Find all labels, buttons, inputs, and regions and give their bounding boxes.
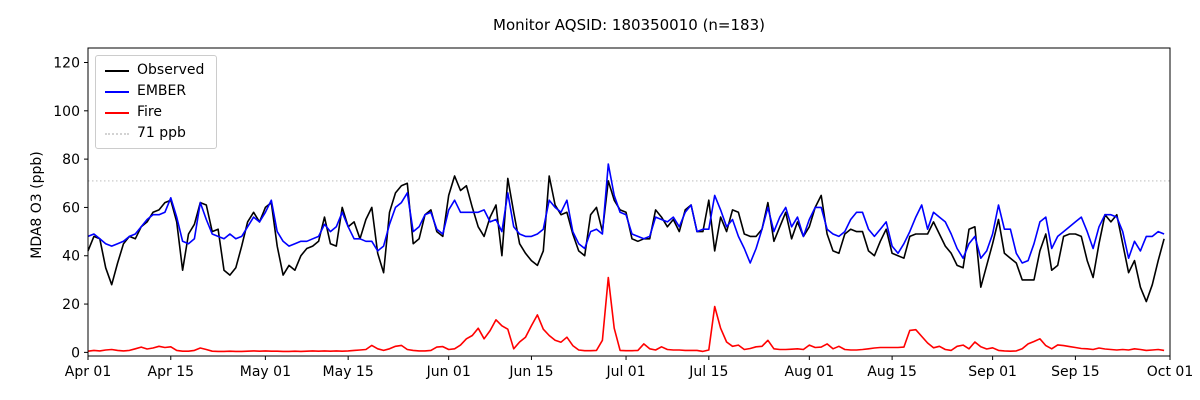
series-line-ember	[87, 163, 1165, 264]
x-tick-label: Apr 01	[65, 364, 111, 380]
y-tick-label: 100	[53, 104, 80, 120]
legend-line-fire-icon	[105, 111, 129, 114]
x-tick-label: May 01	[240, 364, 291, 380]
x-tick-label: Jun 15	[508, 364, 553, 380]
axes-box	[87, 47, 1171, 357]
series-line-fire	[87, 276, 1165, 353]
x-tick-label: Apr 15	[148, 364, 194, 380]
legend-line-ember-icon	[105, 90, 129, 93]
legend-line-observed-icon	[105, 69, 129, 72]
y-tick-label: 0	[71, 345, 80, 361]
y-tick-label: 60	[62, 200, 80, 216]
legend-label-fire: Fire	[137, 104, 162, 120]
legend-item-threshold: 71 ppb	[105, 126, 204, 141]
y-tick-label: 120	[53, 55, 80, 71]
legend: Observed EMBER Fire 71 ppb	[95, 55, 218, 149]
x-tick-label: May 15	[323, 364, 374, 380]
x-tick-label: Aug 15	[867, 364, 917, 380]
x-tick-label: Sep 01	[968, 364, 1017, 380]
x-tick-label: Jul 15	[688, 364, 728, 380]
y-tick-label: 80	[62, 152, 80, 168]
chart-title: Monitor AQSID: 180350010 (n=183)	[493, 16, 765, 34]
legend-item-observed: Observed	[105, 63, 204, 78]
x-tick-label: Jul 01	[605, 364, 645, 380]
legend-line-threshold-icon	[105, 132, 129, 135]
x-tick-label: Sep 15	[1051, 364, 1100, 380]
series-line-observed	[87, 175, 1165, 303]
x-tick-label: Jun 01	[426, 364, 471, 380]
legend-label-ember: EMBER	[137, 83, 187, 99]
legend-label-observed: Observed	[137, 62, 205, 78]
x-tick-label: Aug 01	[785, 364, 835, 380]
legend-label-threshold: 71 ppb	[137, 125, 186, 141]
legend-item-fire: Fire	[105, 105, 204, 120]
x-tick-label: Oct 01	[1147, 364, 1193, 380]
y-tick-label: 20	[62, 297, 80, 313]
legend-item-ember: EMBER	[105, 84, 204, 99]
y-tick-label: 40	[62, 249, 80, 265]
y-axis-label: MDA8 O3 (ppb)	[29, 151, 45, 259]
